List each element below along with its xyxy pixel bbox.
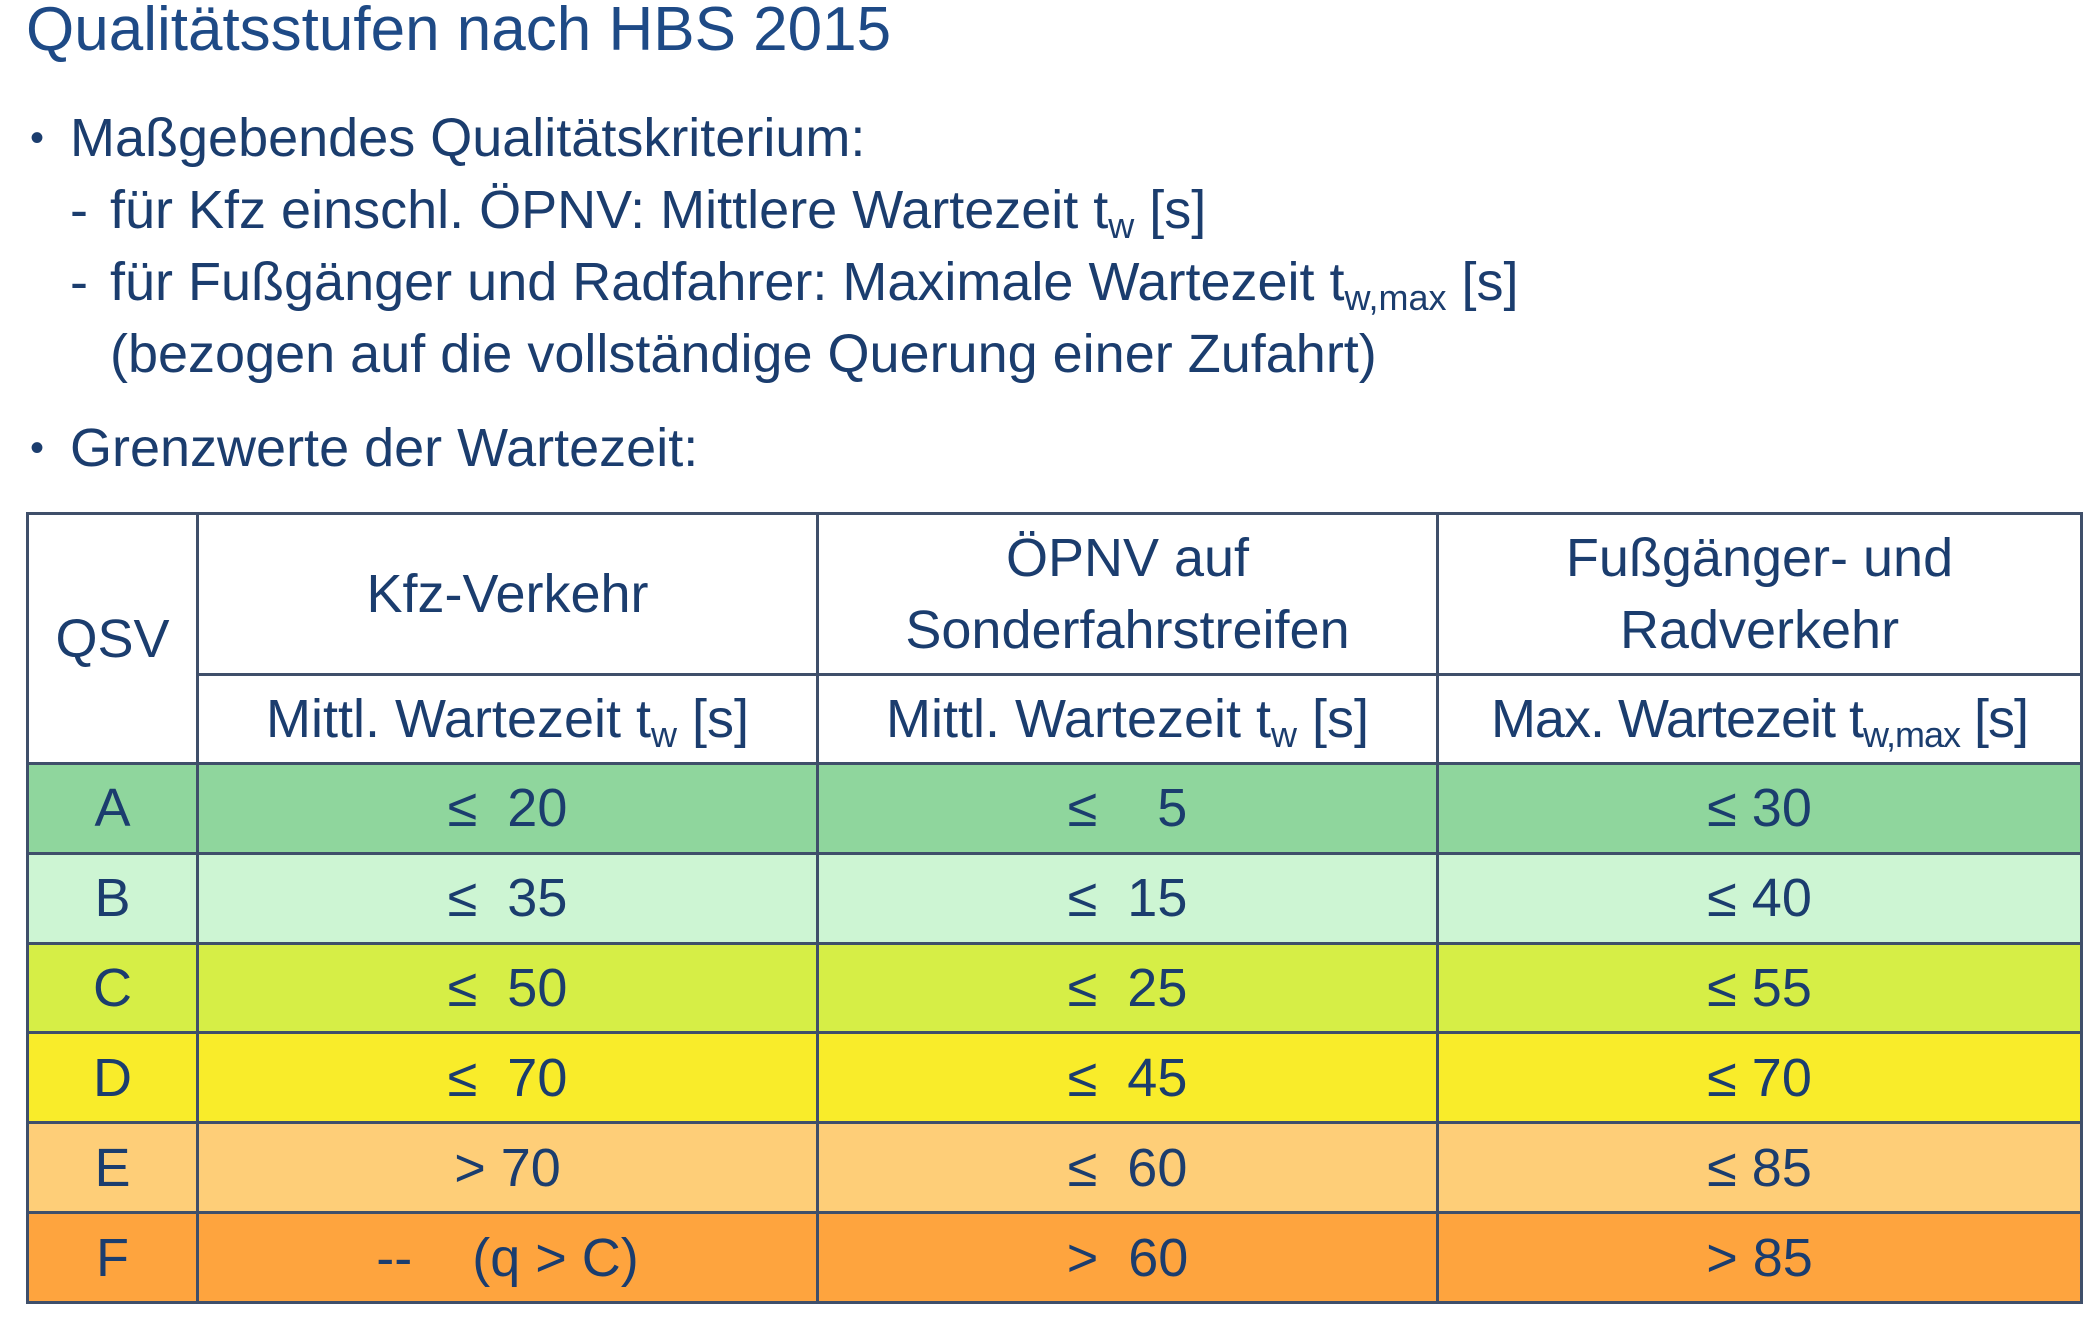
sub-header-text: Mittl. Wartezeit t [885,689,1272,749]
fuss-cell: ≤ 30 [1436,762,2083,855]
subscript: w,max [1863,714,1961,755]
opnv-cell: > 60 [816,1211,1439,1304]
quality-level-table: QSV Kfz-Verkehr ÖPNV auf Sonderfahrstreif… [26,512,2083,1304]
qsv-header: QSV [26,512,199,765]
dash-marker: - [70,252,88,312]
table-row: B ≤ 35 ≤ 15 ≤ 40 [26,851,2083,945]
group-header-kfz: Kfz-Verkehr [196,512,819,676]
bullet-dot: • [30,116,45,160]
opnv-cell: ≤ 45 [816,1031,1439,1125]
sub-item-text: für Fußgänger und Radfahrer: Maximale Wa… [110,250,1519,316]
sub-item-text: für Kfz einschl. ÖPNV: Mittlere Wartezei… [110,178,1207,244]
subscript: w [1108,205,1135,246]
unit: [s] [1297,689,1370,749]
sub-header-text: Max. Wartezeit t [1490,689,1864,749]
qsv-cell: C [26,941,199,1035]
group-header-line: Radverkehr [1619,600,1900,660]
unit: [s] [1134,180,1207,240]
group-header-opnv: ÖPNV auf Sonderfahrstreifen [816,512,1439,676]
kfz-cell: > 70 [196,1121,819,1215]
opnv-cell: ≤ 5 [816,762,1439,855]
opnv-cell: ≤ 15 [816,851,1439,945]
subscript: w [1271,714,1298,755]
sub-item-label: für Kfz einschl. ÖPNV: Mittlere Wartezei… [110,180,1109,240]
table-row: A ≤ 20 ≤ 5 ≤ 30 [26,762,2083,855]
qsv-cell: B [26,851,199,945]
kfz-cell: -- (q > C) [196,1211,819,1304]
unit: [s] [1446,252,1519,312]
subscript: w [651,714,678,755]
unit: [s] [677,689,750,749]
group-header-line: Kfz-Verkehr [366,564,649,624]
qsv-cell: F [26,1211,199,1304]
fuss-cell: > 85 [1436,1211,2083,1304]
fuss-cell: ≤ 70 [1436,1031,2083,1125]
kfz-cell: ≤ 70 [196,1031,819,1125]
kfz-cell: ≤ 50 [196,941,819,1035]
group-header-line: Sonderfahrstreifen [905,600,1350,660]
group-header-line: Fußgänger- und [1565,528,1954,588]
bullet-text: Maßgebendes Qualitätskriterium: [70,108,866,168]
kfz-cell: ≤ 20 [196,762,819,855]
group-header-line: ÖPNV auf [1005,528,1250,588]
opnv-cell: ≤ 25 [816,941,1439,1035]
qsv-cell: E [26,1121,199,1215]
sub-item-label: für Fußgänger und Radfahrer: Maximale Wa… [110,252,1345,312]
sub-header-text: Mittl. Wartezeit t [265,689,652,749]
bullet-dot: • [30,426,45,470]
dash-marker: - [70,180,88,240]
opnv-cell: ≤ 60 [816,1121,1439,1215]
table-row: D ≤ 70 ≤ 45 ≤ 70 [26,1031,2083,1125]
fuss-cell: ≤ 55 [1436,941,2083,1035]
sub-header-fuss: Max. Wartezeit tw,max [s] [1436,673,2083,765]
kfz-cell: ≤ 35 [196,851,819,945]
bullet-text: Grenzwerte der Wartezeit: [70,418,699,478]
qsv-cell: A [26,762,199,855]
table-row: E > 70 ≤ 60 ≤ 85 [26,1121,2083,1215]
unit: [s] [1960,689,2029,749]
subscript: w,max [1344,277,1447,318]
table-row: F -- (q > C) > 60 > 85 [26,1211,2083,1304]
table-row: C ≤ 50 ≤ 25 ≤ 55 [26,941,2083,1035]
fuss-cell: ≤ 85 [1436,1121,2083,1215]
qsv-cell: D [26,1031,199,1125]
continuation-text: (bezogen auf die vollständige Querung ei… [110,324,1377,384]
fuss-cell: ≤ 40 [1436,851,2083,945]
sub-header-kfz: Mittl. Wartezeit tw [s] [196,673,819,765]
page-title: Qualitätsstufen nach HBS 2015 [26,0,892,64]
sub-header-opnv: Mittl. Wartezeit tw [s] [816,673,1439,765]
group-header-fuss: Fußgänger- und Radverkehr [1436,512,2083,676]
